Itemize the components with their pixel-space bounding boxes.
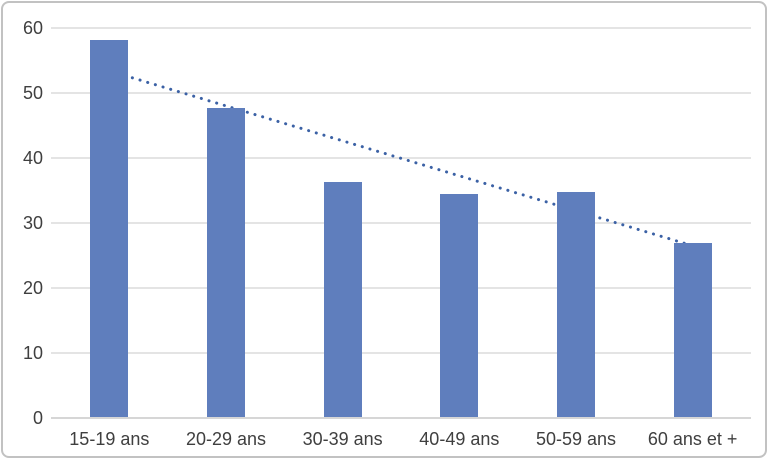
grid-line: [51, 222, 751, 224]
y-tick-label: 20: [22, 278, 43, 298]
bar-50-59-ans: [557, 191, 595, 418]
y-tick-label: 0: [32, 408, 43, 428]
x-category-label: 60 ans et +: [647, 429, 738, 449]
x-category-label: 20-29 ans: [185, 429, 267, 449]
y-tick-label: 10: [22, 343, 43, 363]
x-category-label: 15-19 ans: [69, 429, 150, 449]
y-tick-label: 30: [22, 213, 43, 233]
bar-60-ans-et-: [673, 243, 712, 418]
x-category-label: 50-59 ans: [535, 429, 617, 449]
grid-line: [51, 92, 751, 94]
trendline: [107, 69, 695, 248]
y-tick-label: 60: [22, 18, 43, 38]
bar-20-29-ans: [207, 107, 245, 418]
x-axis-line: [51, 417, 751, 419]
x-category-label: 40-49 ans: [419, 429, 500, 449]
bar-15-19-ans: [90, 39, 129, 418]
chart-frame: 0 10 20 30 40 50 60 15-19 ans 20-29 ans 30-39 an…: [1, 1, 767, 458]
y-tick-label: 40: [22, 148, 43, 168]
bar-40-49-ans: [440, 193, 479, 418]
x-category-label: 30-39 ans: [302, 429, 383, 449]
grid-line: [51, 287, 751, 289]
plot-area: [51, 27, 751, 419]
bar-30-39-ans: [323, 182, 362, 418]
grid-line: [51, 352, 751, 354]
y-tick-label: 50: [22, 83, 43, 103]
grid-line: [51, 27, 751, 29]
